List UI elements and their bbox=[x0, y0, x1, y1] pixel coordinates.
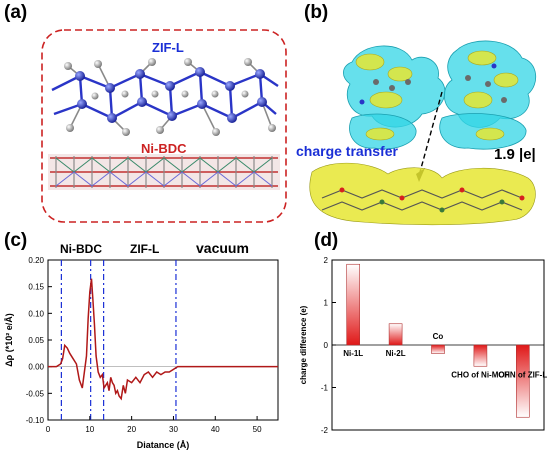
zif-l-label: ZIF-L bbox=[152, 40, 184, 55]
bar-0 bbox=[346, 263, 361, 346]
category-label-1: Ni-2L bbox=[386, 349, 406, 358]
category-label-3: CHO of Ni-MOF bbox=[451, 370, 509, 379]
y-tick-label-4: -2 bbox=[321, 426, 329, 435]
line-chart-charge-density: 0 10 20 30 40 50 0.20 0.15 0.10 0.05 0.00 -0.05 -0.1… bbox=[4, 256, 279, 450]
x-tick-label-2: 20 bbox=[127, 425, 136, 434]
bar-2 bbox=[431, 344, 445, 354]
bar-chart-charge-difference: 2 1 0 -1 -2 charge difference (e) Ni-1L Ni-2L Co… bbox=[299, 256, 547, 435]
series-line bbox=[48, 278, 278, 401]
panel-label-b: (b) bbox=[304, 2, 329, 23]
y-tick-label-1: 0.15 bbox=[28, 283, 44, 292]
zif-l-atoms bbox=[64, 58, 276, 136]
panel-label-c: (c) bbox=[4, 230, 28, 251]
y-axis-label: charge difference (e) bbox=[299, 305, 308, 384]
y-tick-label-3: 0.05 bbox=[28, 336, 44, 345]
charge-transfer-label: charge transfer bbox=[296, 143, 398, 159]
charge-transfer-value: 1.9 |e| bbox=[494, 146, 536, 163]
y-tick-label-4: 0.00 bbox=[28, 363, 44, 372]
ni-bdc-label: Ni-BDC bbox=[141, 141, 187, 156]
x-tick-label-3: 30 bbox=[169, 425, 178, 434]
x-tick-label-0: 0 bbox=[46, 425, 51, 434]
charge-density-model-b bbox=[309, 40, 536, 226]
category-label-2: Co bbox=[433, 332, 444, 341]
structure-model-a bbox=[41, 29, 287, 223]
y-tick-label-5: -0.05 bbox=[26, 389, 45, 398]
bar-3 bbox=[473, 344, 488, 367]
y-tick-label-2: 0 bbox=[324, 341, 329, 350]
yellow-isosurface-lower bbox=[309, 162, 536, 226]
bar-4 bbox=[516, 344, 530, 418]
y-tick-label-1: 1 bbox=[324, 299, 329, 308]
x-axis-label: Diatance (Å) bbox=[137, 440, 190, 450]
atoms-lower-dots bbox=[339, 187, 525, 213]
y-tick-label-0: 2 bbox=[324, 256, 329, 265]
yellow-isosurface-upper bbox=[355, 50, 519, 141]
y-tick-label-0: 0.20 bbox=[28, 256, 44, 265]
x-tick-label-5: 50 bbox=[253, 425, 262, 434]
plot-frame bbox=[47, 259, 279, 421]
region-label-zif-l: ZIF-L bbox=[130, 242, 160, 256]
x-tick-label-1: 10 bbox=[85, 425, 94, 434]
category-label-0: Ni-1L bbox=[343, 349, 363, 358]
panel-label-d: (d) bbox=[314, 230, 339, 251]
region-label-ni-bdc: Ni-BDC bbox=[60, 242, 102, 256]
bar-1 bbox=[388, 323, 403, 346]
y-tick-label-2: 0.10 bbox=[28, 309, 44, 318]
y-tick-label-3: -1 bbox=[321, 384, 329, 393]
x-tick-label-4: 40 bbox=[211, 425, 220, 434]
region-label-vacuum: vacuum bbox=[196, 240, 249, 256]
atoms-lower bbox=[321, 189, 523, 211]
category-label-4: CHN of ZIF-L bbox=[498, 370, 547, 379]
ni-bdc-layer bbox=[48, 154, 280, 190]
y-tick-label-6: -0.10 bbox=[26, 416, 45, 425]
y-axis-label: Δρ (*10² e/Å) bbox=[4, 313, 14, 367]
atoms-upper bbox=[359, 63, 507, 105]
panel-label-a: (a) bbox=[4, 2, 28, 23]
